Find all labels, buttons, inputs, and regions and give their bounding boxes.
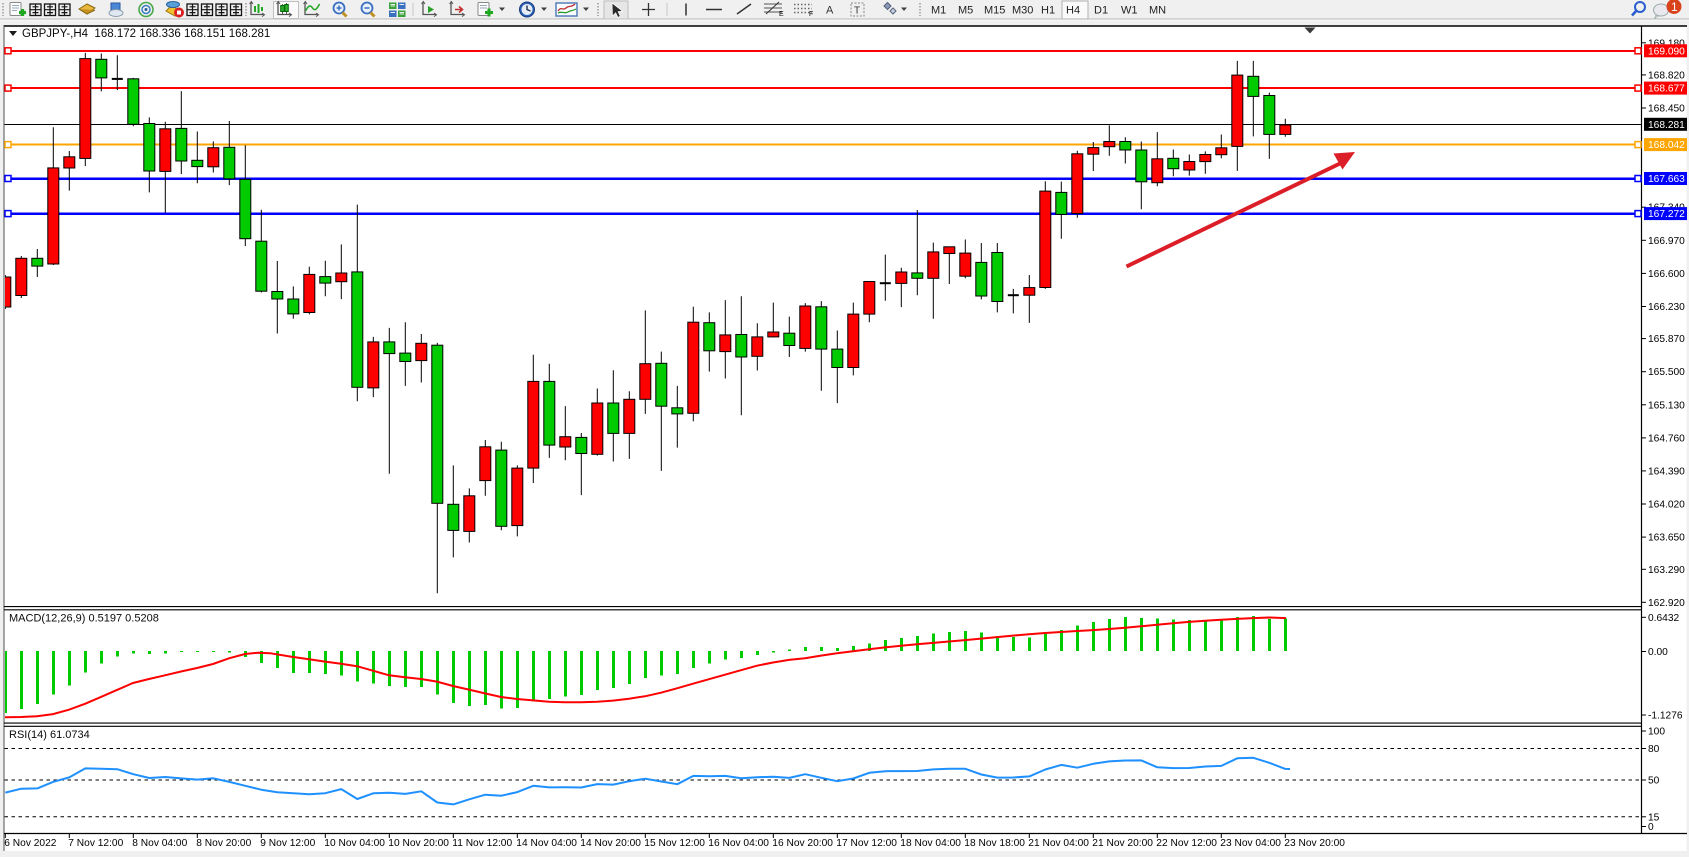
svg-text:14 Nov 04:00: 14 Nov 04:00 xyxy=(516,838,577,849)
svg-text:14 Nov 20:00: 14 Nov 20:00 xyxy=(580,838,641,849)
svg-text:167.272: 167.272 xyxy=(1648,209,1685,220)
svg-text:169.090: 169.090 xyxy=(1648,46,1685,57)
svg-text:M15: M15 xyxy=(984,5,1005,17)
svg-text:164.390: 164.390 xyxy=(1648,466,1685,477)
svg-text:10 Nov 04:00: 10 Nov 04:00 xyxy=(324,838,385,849)
svg-text:163.290: 163.290 xyxy=(1648,565,1685,576)
svg-text:MN: MN xyxy=(1149,5,1166,17)
svg-text:22 Nov 12:00: 22 Nov 12:00 xyxy=(1156,838,1217,849)
svg-text:RSI(14) 61.0734: RSI(14) 61.0734 xyxy=(9,729,90,741)
svg-text:164.020: 164.020 xyxy=(1648,500,1685,511)
svg-text:D1: D1 xyxy=(1094,5,1108,17)
svg-text:165.130: 165.130 xyxy=(1648,400,1685,411)
svg-text:168.042: 168.042 xyxy=(1648,140,1685,151)
svg-text:7 Nov 12:00: 7 Nov 12:00 xyxy=(68,838,123,849)
svg-text:H4: H4 xyxy=(1066,5,1080,17)
svg-text:165.870: 165.870 xyxy=(1648,334,1685,345)
svg-text:16 Nov 04:00: 16 Nov 04:00 xyxy=(708,838,769,849)
svg-text:16 Nov 20:00: 16 Nov 20:00 xyxy=(772,838,833,849)
svg-text:164.760: 164.760 xyxy=(1648,433,1685,444)
svg-text:A: A xyxy=(826,5,834,17)
svg-text:M1: M1 xyxy=(931,5,946,17)
svg-text:6 Nov 2022: 6 Nov 2022 xyxy=(4,838,56,849)
svg-text:M5: M5 xyxy=(958,5,973,17)
svg-text:M30: M30 xyxy=(1012,5,1033,17)
svg-text:21 Nov 04:00: 21 Nov 04:00 xyxy=(1028,838,1089,849)
svg-text:23 Nov 04:00: 23 Nov 04:00 xyxy=(1220,838,1281,849)
svg-text:15 Nov 12:00: 15 Nov 12:00 xyxy=(644,838,705,849)
svg-text:18 Nov 18:00: 18 Nov 18:00 xyxy=(964,838,1025,849)
svg-text:165.500: 165.500 xyxy=(1648,367,1685,378)
svg-text:80: 80 xyxy=(1648,744,1660,755)
svg-text:GBPJPY-,H4 168.172 168.336 16: GBPJPY-,H4 168.172 168.336 168.151 168.2… xyxy=(22,28,270,40)
svg-text:0.6432: 0.6432 xyxy=(1648,613,1679,624)
svg-text:10 Nov 20:00: 10 Nov 20:00 xyxy=(388,838,449,849)
svg-text:E: E xyxy=(779,11,784,18)
svg-text:8 Nov 20:00: 8 Nov 20:00 xyxy=(196,838,251,849)
svg-text:1: 1 xyxy=(1671,0,1678,14)
svg-text:0: 0 xyxy=(1648,822,1654,833)
svg-text:21 Nov 20:00: 21 Nov 20:00 xyxy=(1092,838,1153,849)
svg-text:166.600: 166.600 xyxy=(1648,269,1685,280)
svg-text:15: 15 xyxy=(1648,812,1660,823)
svg-text:11 Nov 12:00: 11 Nov 12:00 xyxy=(452,838,512,849)
svg-text:W1: W1 xyxy=(1121,5,1138,17)
svg-text:23 Nov 20:00: 23 Nov 20:00 xyxy=(1284,838,1345,849)
svg-text:168.820: 168.820 xyxy=(1648,70,1685,81)
svg-text:168.677: 168.677 xyxy=(1648,84,1685,95)
svg-text:100: 100 xyxy=(1648,727,1665,738)
svg-text:T: T xyxy=(854,6,860,17)
svg-text:50: 50 xyxy=(1648,776,1660,787)
svg-text:166.970: 166.970 xyxy=(1648,236,1685,247)
svg-text:18 Nov 04:00: 18 Nov 04:00 xyxy=(900,838,961,849)
svg-text:F: F xyxy=(809,11,813,18)
svg-text:0.00: 0.00 xyxy=(1648,647,1668,658)
svg-text:H1: H1 xyxy=(1041,5,1055,17)
svg-text:167.663: 167.663 xyxy=(1648,174,1685,185)
svg-text:168.281: 168.281 xyxy=(1648,120,1685,131)
svg-text:168.450: 168.450 xyxy=(1648,104,1685,115)
svg-text:166.230: 166.230 xyxy=(1648,302,1685,313)
svg-text:163.650: 163.650 xyxy=(1648,533,1685,544)
svg-text:8 Nov 04:00: 8 Nov 04:00 xyxy=(132,838,187,849)
svg-text:169.180: 169.180 xyxy=(1648,38,1685,49)
svg-text:MACD(12,26,9) 0.5197 0.5208: MACD(12,26,9) 0.5197 0.5208 xyxy=(9,613,159,625)
svg-text:162.920: 162.920 xyxy=(1648,598,1685,609)
svg-text:9 Nov 12:00: 9 Nov 12:00 xyxy=(260,838,315,849)
svg-text:17 Nov 12:00: 17 Nov 12:00 xyxy=(836,838,897,849)
svg-text:-1.1276: -1.1276 xyxy=(1648,711,1683,722)
